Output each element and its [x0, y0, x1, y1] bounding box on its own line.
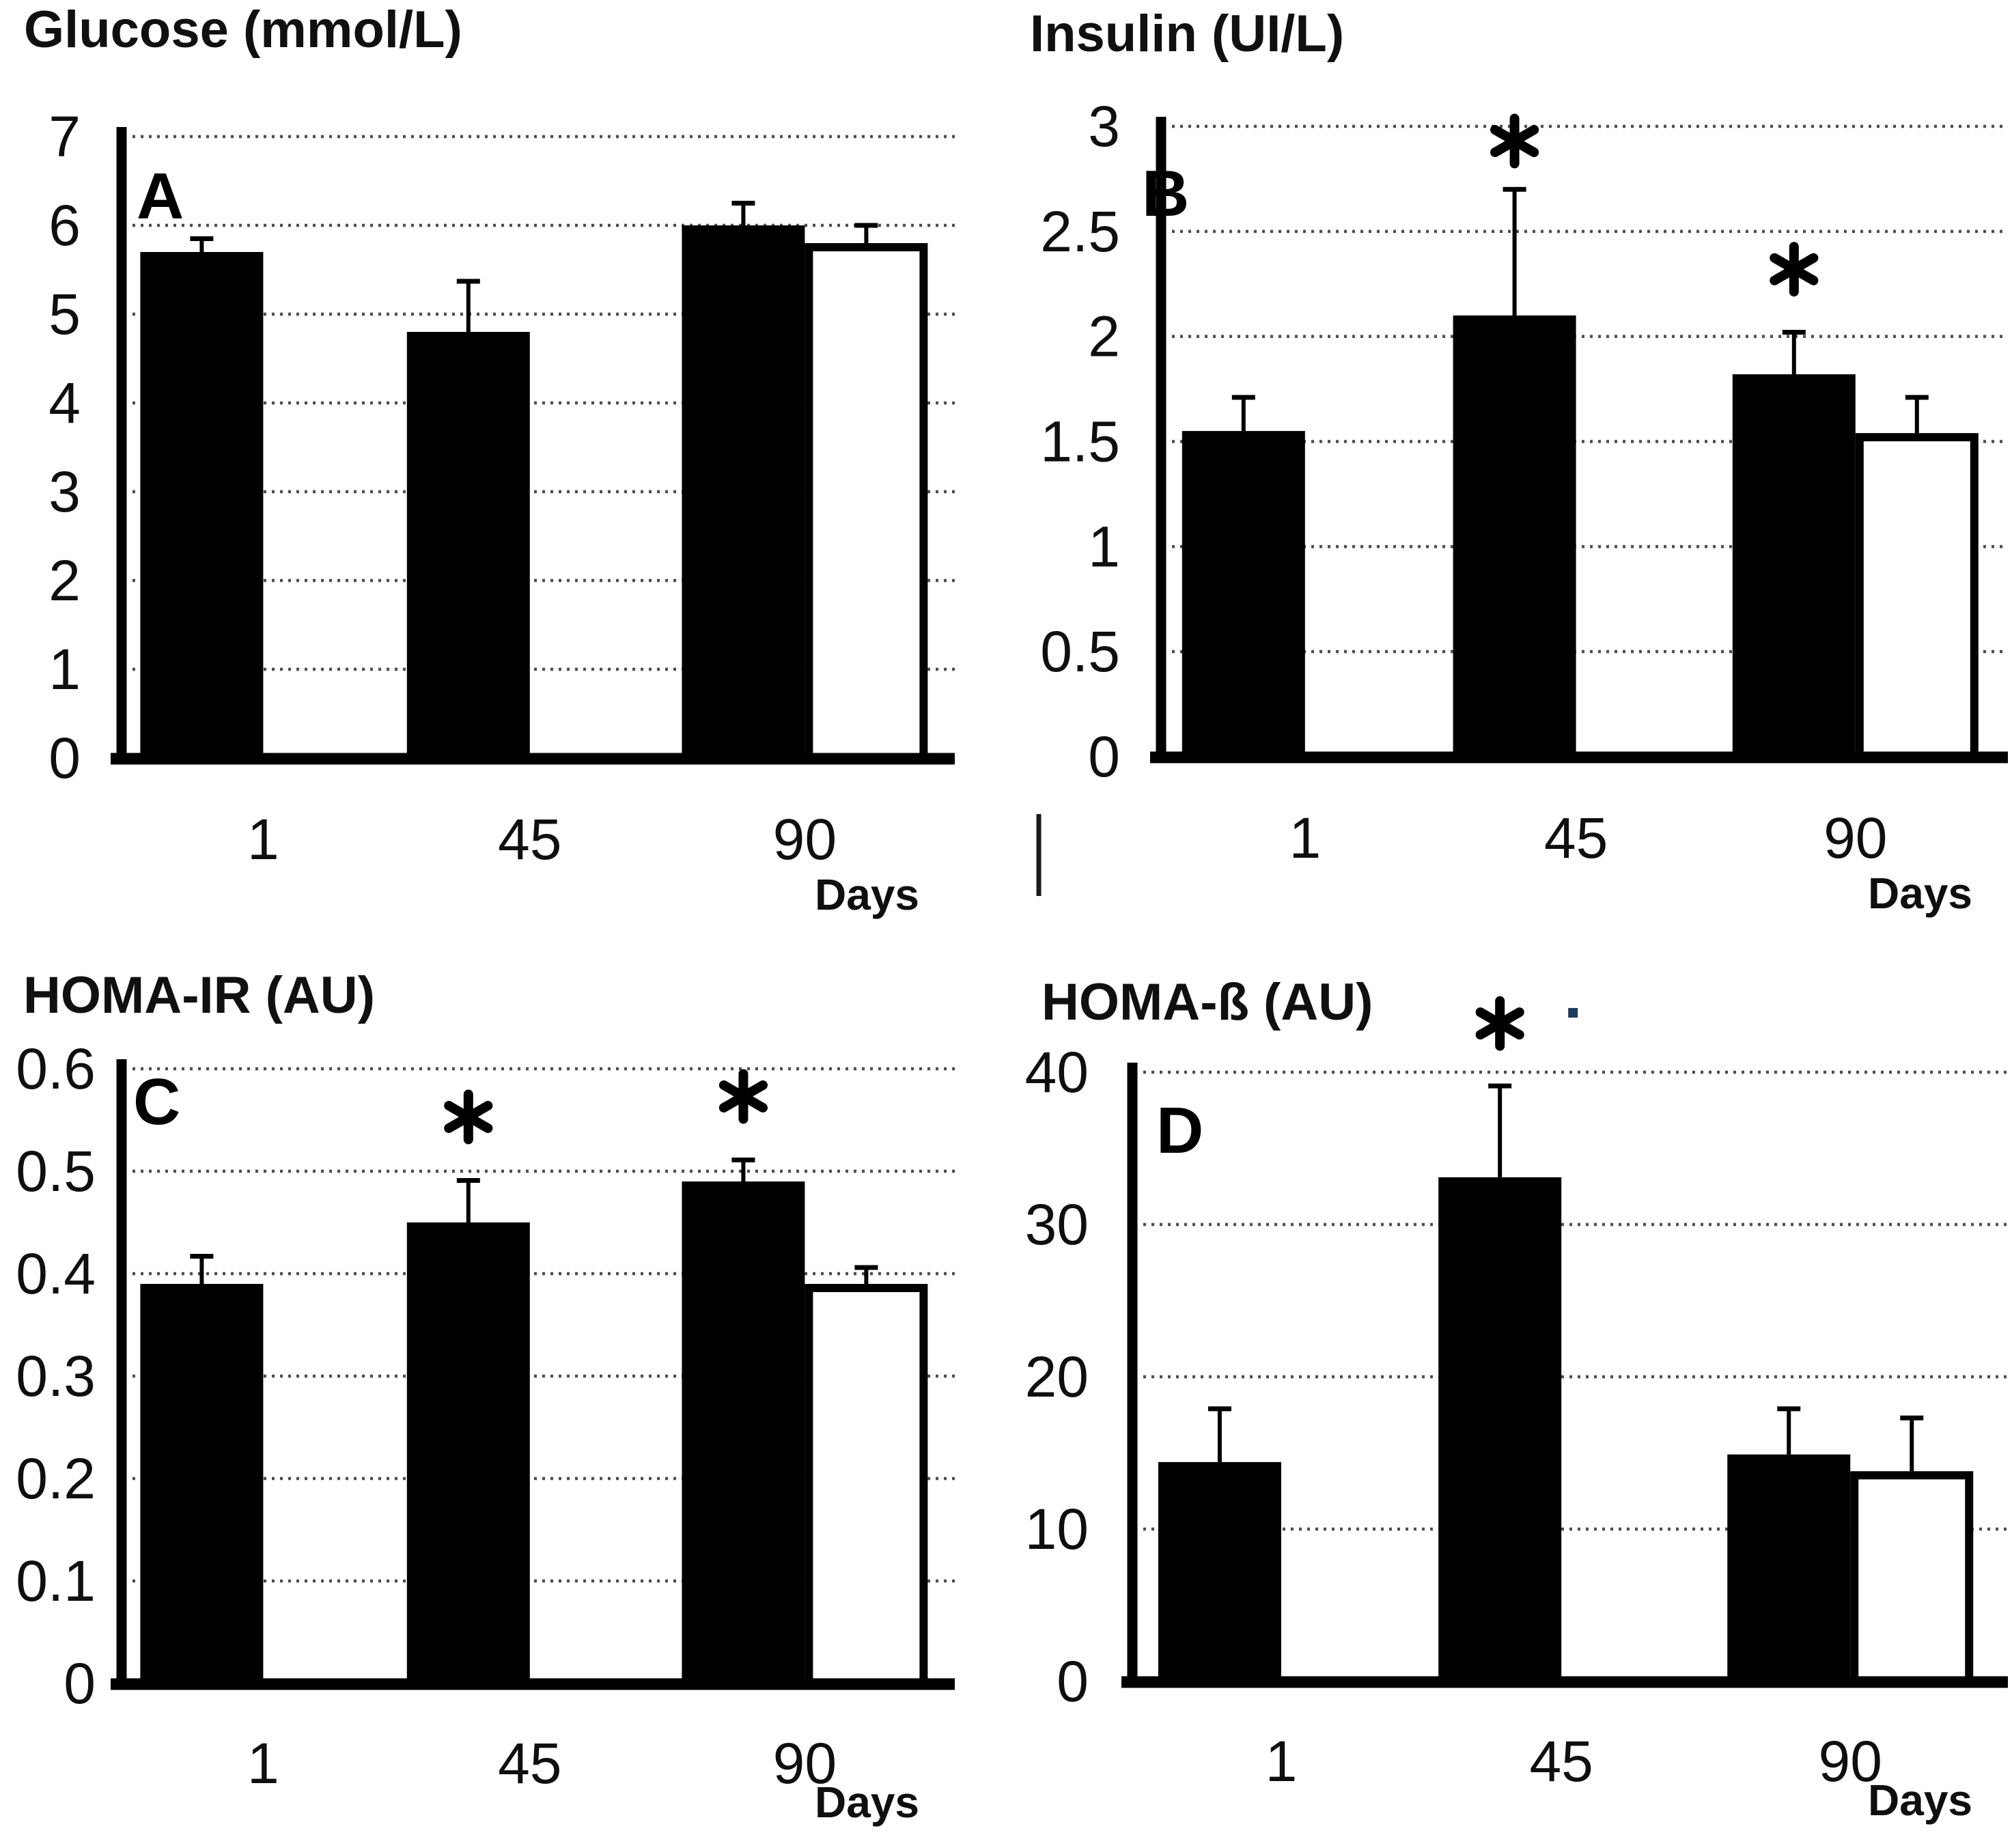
x-axis-title: Days — [1868, 1776, 1972, 1825]
y-tick-label: 2 — [1088, 305, 1120, 369]
black-bar — [1158, 1461, 1281, 1681]
y-tick-label: 0.4 — [16, 1242, 96, 1306]
y-tick-label: 0.5 — [1040, 619, 1120, 684]
x-tick-label: 45 — [1544, 806, 1608, 870]
x-axis-title: Days — [815, 870, 919, 919]
black-bar — [1732, 374, 1856, 757]
black-bar — [140, 1284, 264, 1683]
y-tick-label: 2.5 — [1040, 199, 1120, 264]
y-tick-label: 0.6 — [16, 1037, 96, 1101]
black-bar — [682, 225, 805, 758]
white-bar — [805, 243, 928, 762]
white-bar — [1855, 433, 1979, 761]
significance-asterisk — [1490, 125, 1539, 158]
y-tick-label: 2 — [48, 548, 81, 613]
y-tick-label: 0 — [64, 1651, 96, 1716]
y-tick-label: 0.1 — [16, 1549, 96, 1613]
y-tick-label: 4 — [48, 371, 81, 435]
y-tick-label: 1 — [48, 637, 81, 701]
black-bar — [1438, 1177, 1562, 1681]
y-tick-label: 5 — [48, 282, 81, 346]
y-tick-label: 40 — [1025, 1040, 1089, 1104]
black-bar — [1453, 315, 1576, 757]
significance-asterisk — [444, 1101, 493, 1133]
x-tick-label: 90 — [1819, 1729, 1882, 1793]
x-tick-label: 1 — [247, 807, 279, 871]
x-tick-label: 90 — [773, 807, 837, 871]
black-bar — [682, 1181, 805, 1683]
black-bar — [140, 252, 264, 758]
panel-d-letter: D — [1156, 1094, 1204, 1167]
black-bar — [1727, 1454, 1851, 1681]
x-tick-label: 45 — [498, 807, 561, 871]
panel-a-title: Glucose (mmol/L) — [24, 1, 462, 59]
y-tick-label: 1 — [1088, 514, 1120, 578]
x-axis-title: Days — [815, 1778, 919, 1827]
black-bar — [406, 1222, 530, 1683]
x-tick-label: 1 — [247, 1731, 279, 1795]
x-axis-title: Days — [1868, 869, 1972, 918]
x-tick-label: 45 — [1529, 1729, 1593, 1793]
y-tick-label: 0.3 — [16, 1344, 96, 1408]
y-tick-label: 7 — [48, 104, 81, 169]
black-bar — [406, 332, 530, 758]
y-tick-label: 0 — [48, 726, 81, 790]
y-tick-label: 0 — [1057, 1649, 1089, 1713]
y-tick-label: 0.5 — [16, 1139, 96, 1203]
panel-d-title: HOMA-ß (AU) — [1042, 973, 1373, 1031]
y-tick-label: 1.5 — [1040, 410, 1120, 474]
significance-asterisk — [1475, 1007, 1524, 1040]
panel-b-title: Insulin (UI/L) — [1030, 5, 1345, 63]
x-tick-label: 1 — [1289, 806, 1321, 870]
x-tick-label: 90 — [1824, 806, 1887, 870]
y-tick-label: 30 — [1025, 1192, 1089, 1257]
y-tick-label: 6 — [48, 193, 81, 257]
significance-asterisk — [718, 1080, 768, 1112]
white-bar — [1850, 1471, 1974, 1685]
significance-asterisk — [1770, 253, 1819, 285]
y-tick-label: 0 — [1088, 725, 1120, 789]
x-tick-label: 1 — [1266, 1729, 1298, 1793]
y-tick-label: 10 — [1025, 1497, 1089, 1561]
panel-a-letter: A — [137, 160, 184, 233]
white-bar — [805, 1284, 928, 1688]
y-tick-label: 20 — [1025, 1345, 1089, 1409]
black-bar — [1182, 431, 1305, 757]
annotation-dot — [1568, 1008, 1578, 1018]
panel-c-letter: C — [133, 1065, 181, 1138]
y-tick-label: 0.2 — [16, 1446, 96, 1511]
x-tick-label: 90 — [773, 1731, 837, 1795]
y-tick-label: 3 — [48, 460, 81, 524]
y-tick-label: 3 — [1088, 94, 1120, 158]
x-tick-label: 45 — [498, 1731, 561, 1795]
panel-c-title: HOMA-IR (AU) — [23, 966, 376, 1024]
